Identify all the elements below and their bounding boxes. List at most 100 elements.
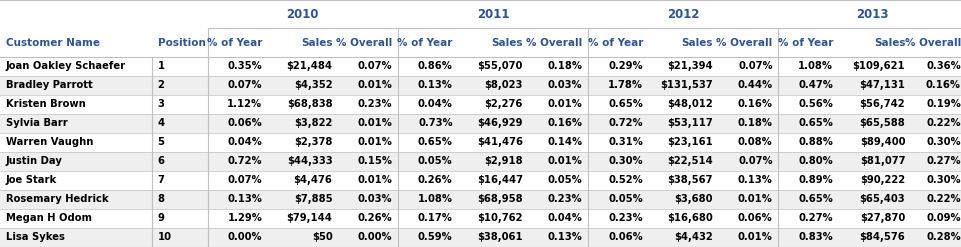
- Text: 0.16%: 0.16%: [926, 80, 961, 90]
- Text: 0.07%: 0.07%: [228, 175, 262, 185]
- Text: $3,680: $3,680: [675, 194, 713, 205]
- Text: % of Year: % of Year: [397, 38, 453, 48]
- Bar: [0, 228, 961, 247]
- Bar: [0, 190, 961, 209]
- Text: 0.35%: 0.35%: [228, 61, 262, 71]
- Text: 0.89%: 0.89%: [799, 175, 833, 185]
- Text: 0.28%: 0.28%: [926, 232, 961, 243]
- Text: 2012: 2012: [667, 8, 700, 21]
- Text: $68,838: $68,838: [287, 99, 333, 109]
- Text: 0.01%: 0.01%: [548, 156, 582, 166]
- Text: 0.44%: 0.44%: [737, 80, 773, 90]
- Text: 0.18%: 0.18%: [738, 118, 773, 128]
- Text: 0.83%: 0.83%: [799, 232, 833, 243]
- Text: 0.01%: 0.01%: [357, 80, 392, 90]
- Text: 0.72%: 0.72%: [608, 118, 643, 128]
- Text: 0.30%: 0.30%: [608, 156, 643, 166]
- Text: $3,822: $3,822: [294, 118, 333, 128]
- Bar: [0, 95, 961, 114]
- Text: 2011: 2011: [477, 8, 509, 21]
- Bar: [0, 76, 961, 95]
- Text: 10: 10: [158, 232, 172, 243]
- Text: 0.04%: 0.04%: [228, 137, 262, 147]
- Text: 0.59%: 0.59%: [418, 232, 453, 243]
- Text: 0.14%: 0.14%: [547, 137, 582, 147]
- Text: 0.17%: 0.17%: [418, 213, 453, 224]
- Text: 2: 2: [158, 80, 164, 90]
- Text: 0.65%: 0.65%: [799, 194, 833, 205]
- Text: $21,484: $21,484: [286, 61, 333, 71]
- Text: Joe Stark: Joe Stark: [6, 175, 57, 185]
- Text: $56,742: $56,742: [860, 99, 905, 109]
- Text: 0.15%: 0.15%: [357, 156, 392, 166]
- Text: 0.13%: 0.13%: [548, 232, 582, 243]
- Text: $44,333: $44,333: [287, 156, 333, 166]
- Bar: [0, 209, 961, 228]
- Text: $2,276: $2,276: [484, 99, 523, 109]
- Text: 0.19%: 0.19%: [926, 99, 961, 109]
- Text: $89,400: $89,400: [860, 137, 905, 147]
- Text: $131,537: $131,537: [660, 80, 713, 90]
- Text: $50: $50: [311, 232, 333, 243]
- Text: $79,144: $79,144: [286, 213, 333, 224]
- Text: % of Year: % of Year: [207, 38, 262, 48]
- Bar: [0, 171, 961, 190]
- Text: Justin Day: Justin Day: [6, 156, 62, 166]
- Text: % of Year: % of Year: [777, 38, 833, 48]
- Text: $10,762: $10,762: [478, 213, 523, 224]
- Text: Sales: Sales: [681, 38, 713, 48]
- Text: 0.86%: 0.86%: [418, 61, 453, 71]
- Text: $65,403: $65,403: [860, 194, 905, 205]
- Text: Position: Position: [158, 38, 206, 48]
- Text: 1.08%: 1.08%: [799, 61, 833, 71]
- Text: Megan H Odom: Megan H Odom: [6, 213, 91, 224]
- Text: Kristen Brown: Kristen Brown: [6, 99, 86, 109]
- Bar: [0, 133, 961, 152]
- Text: % Overall: % Overall: [335, 38, 392, 48]
- Text: % Overall: % Overall: [526, 38, 582, 48]
- Text: 1.29%: 1.29%: [228, 213, 262, 224]
- Text: 0.08%: 0.08%: [738, 137, 773, 147]
- Text: Sales: Sales: [874, 38, 905, 48]
- Text: 0.05%: 0.05%: [418, 156, 453, 166]
- Text: 0.27%: 0.27%: [926, 156, 961, 166]
- Text: 0.73%: 0.73%: [418, 118, 453, 128]
- Text: Sales: Sales: [491, 38, 523, 48]
- Text: $27,870: $27,870: [860, 213, 905, 224]
- Text: $4,476: $4,476: [294, 175, 333, 185]
- Text: 0.06%: 0.06%: [738, 213, 773, 224]
- Text: $21,394: $21,394: [668, 61, 713, 71]
- Text: Joan Oakley Schaefer: Joan Oakley Schaefer: [6, 61, 126, 71]
- Text: 0.27%: 0.27%: [799, 213, 833, 224]
- Text: 0.00%: 0.00%: [357, 232, 392, 243]
- Text: $16,447: $16,447: [477, 175, 523, 185]
- Text: Warren Vaughn: Warren Vaughn: [6, 137, 93, 147]
- Text: 0.36%: 0.36%: [926, 61, 961, 71]
- Text: $109,621: $109,621: [852, 61, 905, 71]
- Text: 0.13%: 0.13%: [738, 175, 773, 185]
- Text: 0.03%: 0.03%: [357, 194, 392, 205]
- Text: $90,222: $90,222: [860, 175, 905, 185]
- Text: $38,567: $38,567: [668, 175, 713, 185]
- Text: % of Year: % of Year: [587, 38, 643, 48]
- Text: $38,061: $38,061: [478, 232, 523, 243]
- Bar: [0, 114, 961, 133]
- Text: 0.31%: 0.31%: [608, 137, 643, 147]
- Text: 4: 4: [158, 118, 164, 128]
- Text: 2013: 2013: [856, 8, 889, 21]
- Text: 0.88%: 0.88%: [799, 137, 833, 147]
- Text: 1.78%: 1.78%: [608, 80, 643, 90]
- Text: 5: 5: [158, 137, 164, 147]
- Text: 0.01%: 0.01%: [357, 137, 392, 147]
- Text: $48,012: $48,012: [667, 99, 713, 109]
- Text: % Overall: % Overall: [904, 38, 961, 48]
- Text: Rosemary Hedrick: Rosemary Hedrick: [6, 194, 109, 205]
- Text: 0.72%: 0.72%: [228, 156, 262, 166]
- Text: Sylvia Barr: Sylvia Barr: [6, 118, 67, 128]
- Text: 0.23%: 0.23%: [548, 194, 582, 205]
- Text: 0.16%: 0.16%: [738, 99, 773, 109]
- Text: 0.03%: 0.03%: [548, 80, 582, 90]
- Text: 0.01%: 0.01%: [357, 118, 392, 128]
- Text: 6: 6: [158, 156, 164, 166]
- Text: 7: 7: [158, 175, 164, 185]
